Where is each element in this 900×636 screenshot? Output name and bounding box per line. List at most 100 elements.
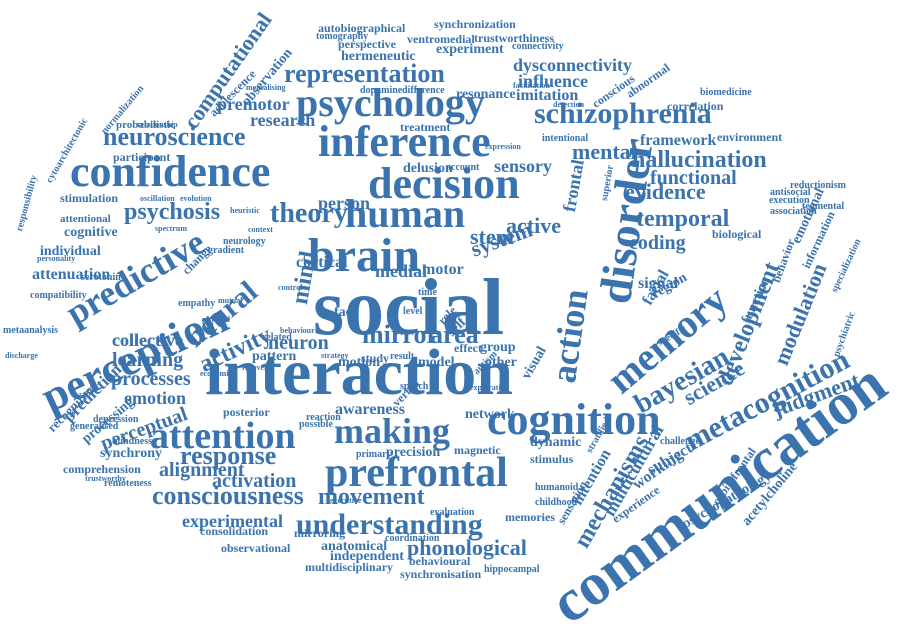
cloud-word: metaanalysis xyxy=(3,325,58,336)
cloud-word: serotonin xyxy=(81,272,121,283)
cloud-word: evolution xyxy=(180,194,212,203)
cloud-word: account xyxy=(446,162,480,173)
cloud-word: oscillation xyxy=(140,194,175,203)
cloud-word: premotor xyxy=(217,94,290,114)
cloud-word: expression xyxy=(485,142,521,151)
cloud-word: attention xyxy=(150,415,296,457)
cloud-word: time xyxy=(418,287,437,298)
cloud-word: mirroring xyxy=(294,526,346,540)
cloud-word: consolidation xyxy=(200,524,269,538)
cloud-word: temporal xyxy=(636,206,730,232)
cloud-word: blindness xyxy=(112,436,153,447)
cloud-word: imitation xyxy=(516,87,579,104)
cloud-word: depression xyxy=(93,414,139,425)
cloud-word: tomography xyxy=(316,31,369,42)
cloud-word: neurology xyxy=(223,236,266,247)
cloud-word: related xyxy=(262,332,292,343)
cloud-word: childhood xyxy=(535,497,578,508)
cloud-word: processes xyxy=(111,368,191,390)
cloud-word: trustworthiness xyxy=(474,31,554,45)
cloud-word: anatomical xyxy=(321,539,388,554)
cloud-word: action xyxy=(543,286,596,386)
cloud-word: phonological xyxy=(407,535,527,560)
cloud-word: tegmental xyxy=(802,201,845,212)
cloud-word: experimental xyxy=(182,511,283,531)
cloud-word: primary xyxy=(356,449,392,460)
cloud-word: frontal xyxy=(559,157,588,214)
cloud-word: collective xyxy=(112,330,183,350)
cloud-word: generalised xyxy=(70,421,119,432)
cloud-word: dopamine xyxy=(360,85,403,96)
cloud-word: biological xyxy=(712,227,762,241)
cloud-word: inference xyxy=(318,117,491,166)
cloud-word: economic xyxy=(200,369,232,378)
cloud-word: empathy xyxy=(178,298,216,309)
cloud-word: movement xyxy=(318,484,425,510)
cloud-word: coordination xyxy=(385,533,440,544)
word-cloud: social interaction communication brain cogni… xyxy=(3,8,898,636)
cloud-word: behavior xyxy=(769,237,798,285)
cloud-word: challenge xyxy=(660,436,700,447)
cloud-word: signal xyxy=(638,275,679,292)
cloud-word: motion xyxy=(338,355,380,370)
cloud-word: participant xyxy=(113,150,171,164)
cloud-word: collective xyxy=(112,330,183,350)
cloud-word: person xyxy=(318,193,371,213)
cloud-word: attentional xyxy=(60,213,111,225)
cloud-word: observational xyxy=(221,541,291,555)
cloud-word: mentalising xyxy=(246,83,286,92)
cloud-word: schizophrenia xyxy=(534,97,712,130)
cloud-word: reaction xyxy=(306,412,341,423)
cloud-word: model xyxy=(418,355,455,370)
cloud-word: relationship xyxy=(137,120,178,129)
cloud-word: mirror xyxy=(362,320,439,349)
cloud-word: autobiographical xyxy=(318,21,406,35)
cloud-word: psychology xyxy=(296,80,485,125)
cloud-word: probabilistic xyxy=(116,119,176,131)
cloud-word: making xyxy=(334,411,451,451)
cloud-word: mental xyxy=(572,139,637,164)
cloud-word: alignment xyxy=(159,459,245,481)
cloud-word: active xyxy=(506,213,561,238)
cloud-word: possible xyxy=(299,419,333,430)
cloud-word: stimulation xyxy=(60,191,119,205)
cloud-word: dynamic xyxy=(530,435,582,450)
cloud-word: responsibility xyxy=(14,174,40,233)
cloud-word: reductionism xyxy=(790,180,846,191)
cloud-word: context xyxy=(248,225,273,234)
cloud-word: research xyxy=(250,110,316,130)
cloud-word: intentional xyxy=(542,133,589,144)
cloud-word: behavioural xyxy=(409,554,471,568)
cloud-word: mutual xyxy=(218,296,243,305)
cloud-word: executive xyxy=(330,496,362,505)
cloud-word: awareness xyxy=(335,401,405,418)
cloud-word: strategy xyxy=(321,351,349,360)
cloud-word: personality xyxy=(37,254,76,263)
cloud-word: difference xyxy=(402,85,445,96)
cloud-word: trustworthy xyxy=(85,474,126,483)
cloud-word: delusion xyxy=(403,161,453,176)
cloud-word: representation xyxy=(284,59,445,88)
cloud-word: comprehension xyxy=(63,462,141,476)
cloud-word: biomedicine xyxy=(700,87,752,98)
cloud-word: physical xyxy=(202,315,231,324)
cloud-word: experiment xyxy=(436,42,504,57)
cloud-word: response xyxy=(180,441,277,470)
cloud-word: posterior xyxy=(223,405,270,419)
cloud-word: prefrontal xyxy=(325,450,508,496)
cloud-word: perspective xyxy=(338,37,396,51)
cloud-word: learning xyxy=(112,349,184,371)
cloud-word: level xyxy=(403,306,423,317)
cloud-word: evidence xyxy=(625,179,706,204)
cloud-word: confidence xyxy=(70,147,271,196)
cloud-word: study xyxy=(361,351,390,365)
cloud-word: theory xyxy=(270,198,348,229)
cloud-word: synchronisation xyxy=(400,567,482,581)
cloud-word: hermeneutic xyxy=(341,49,416,64)
cloud-word: independent xyxy=(330,549,404,564)
cloud-word: evaluation xyxy=(430,507,475,518)
cloud-word: hippocampal xyxy=(484,564,540,575)
cloud-word: consciousness xyxy=(152,481,304,510)
cloud-word: cortical xyxy=(296,254,348,271)
cloud-word: synchrony xyxy=(100,446,162,461)
